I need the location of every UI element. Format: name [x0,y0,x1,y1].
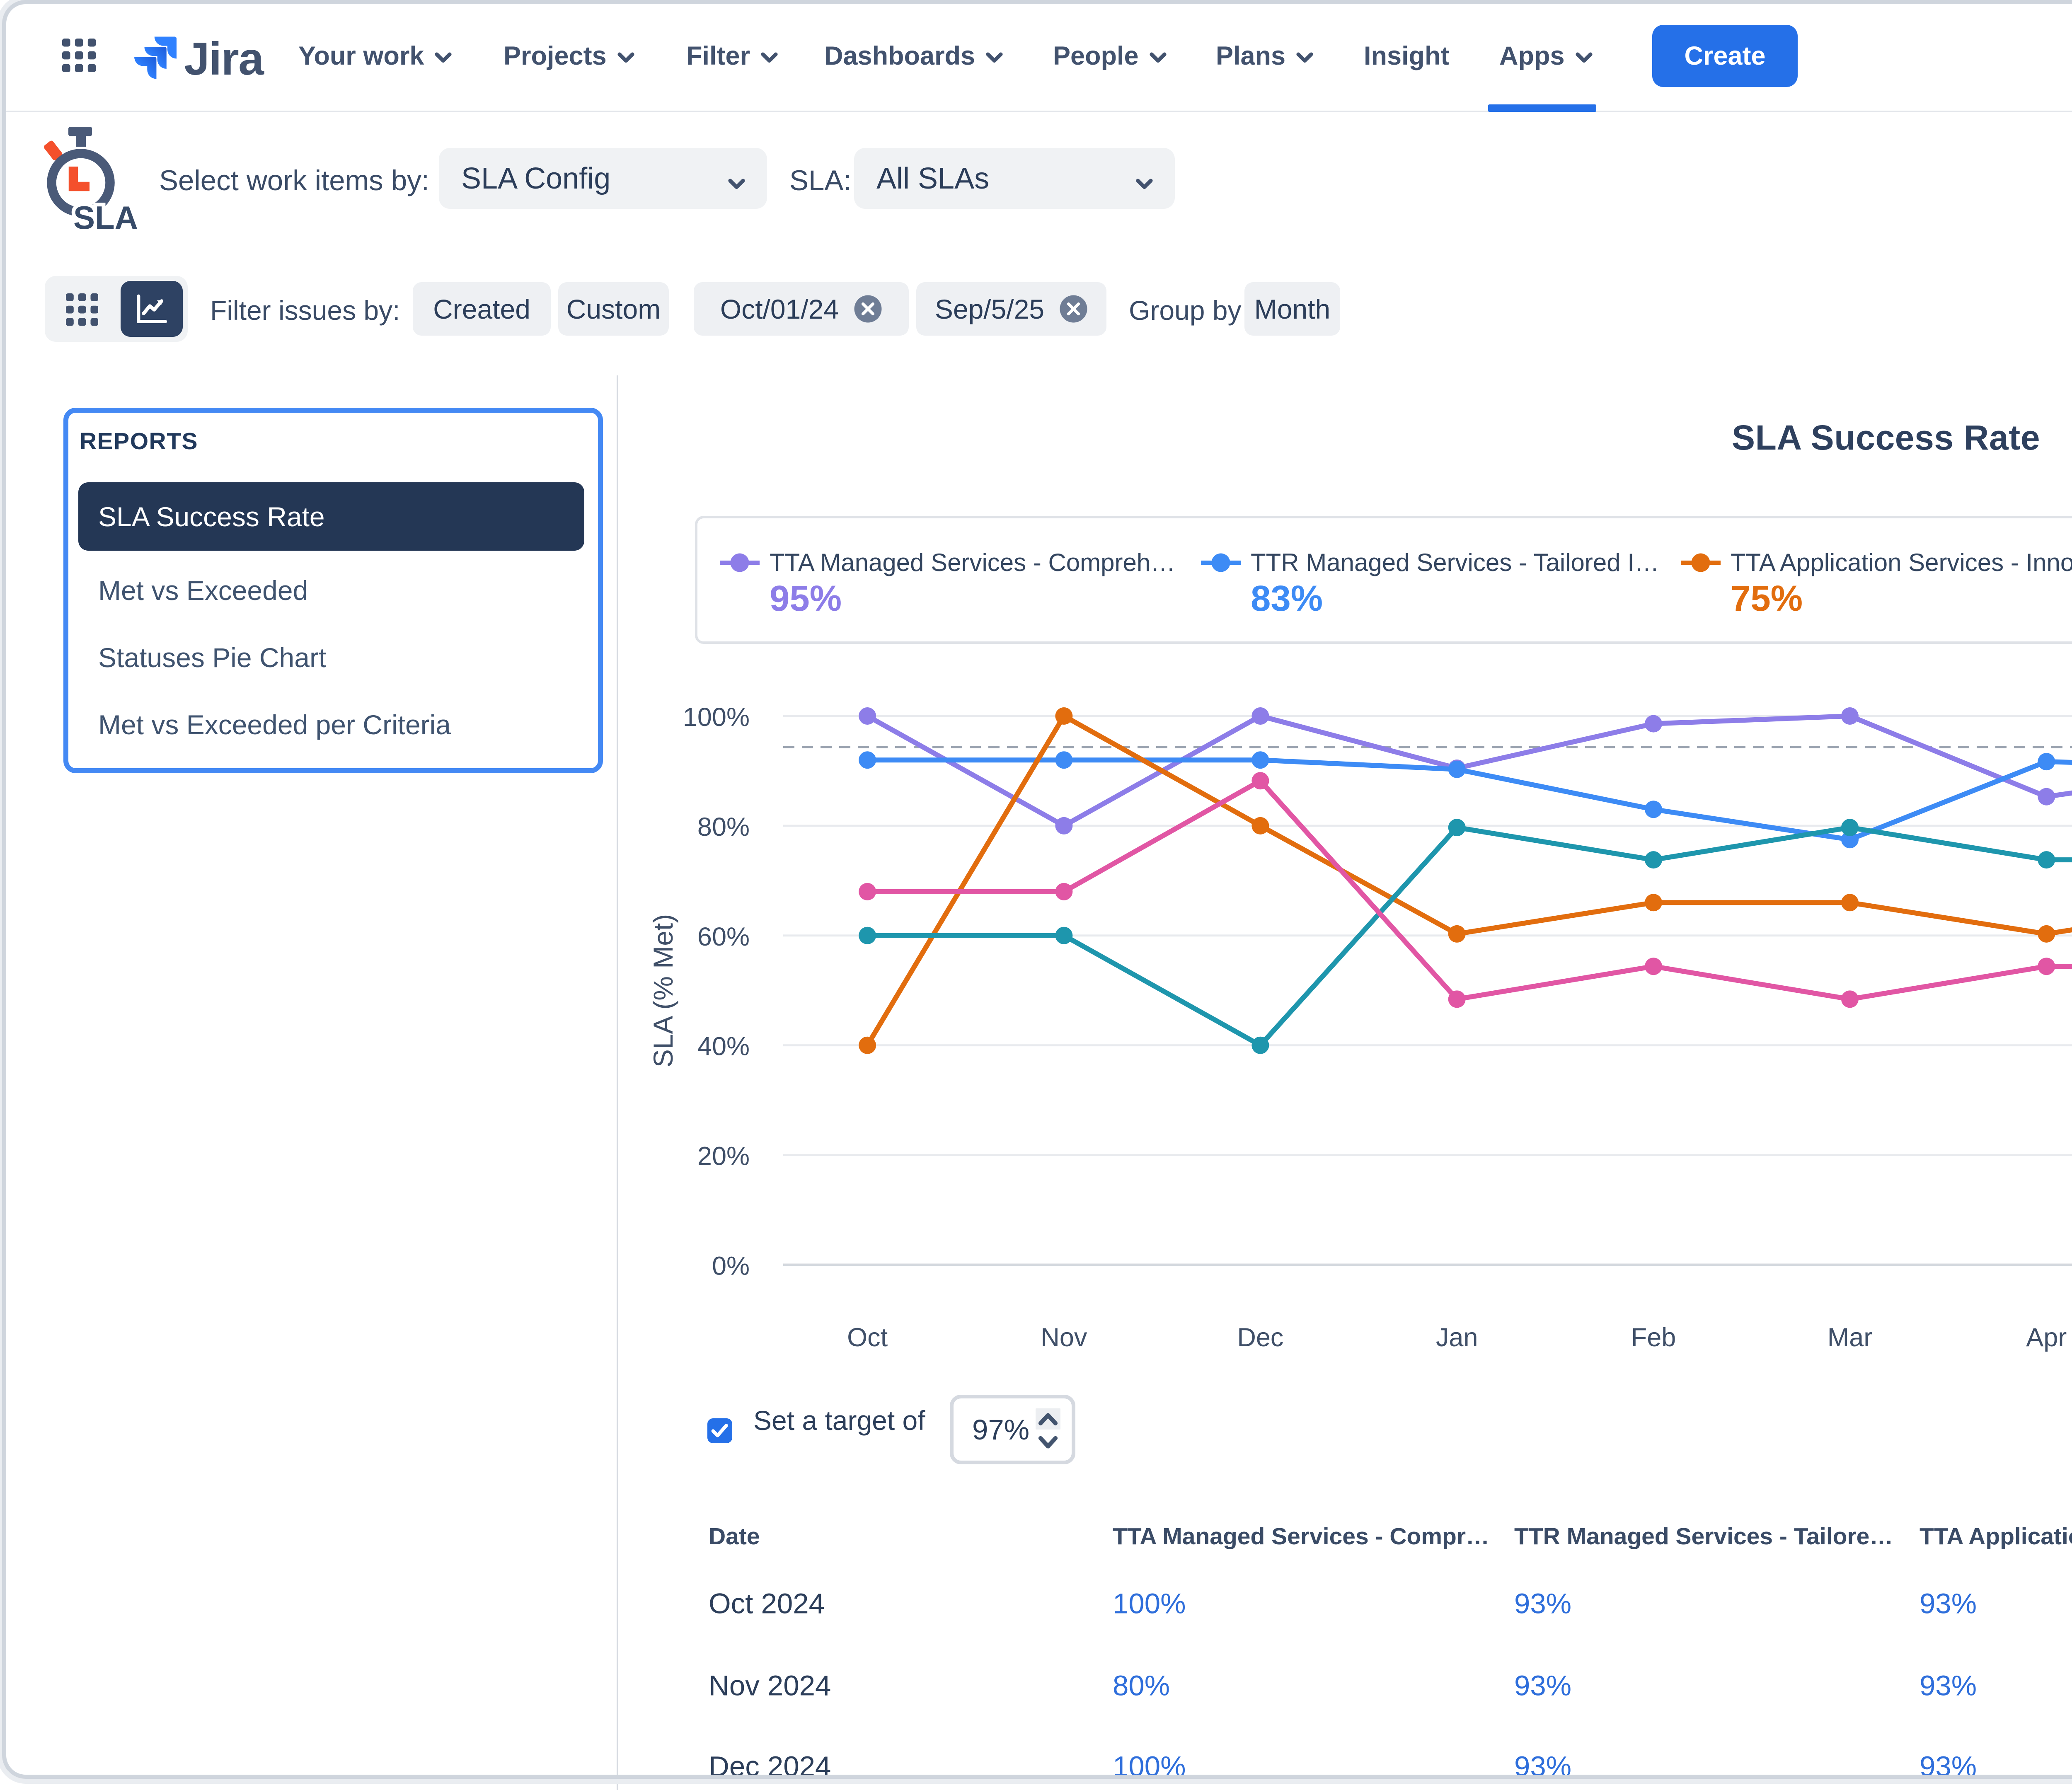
svg-text:80%: 80% [697,813,750,842]
svg-text:20%: 20% [697,1142,750,1171]
svg-text:Dec: Dec [1237,1323,1283,1352]
svg-text:Apr: Apr [2026,1323,2067,1352]
svg-text:Oct: Oct [847,1323,888,1352]
svg-text:40%: 40% [697,1032,750,1061]
svg-text:Feb: Feb [1631,1323,1676,1352]
svg-text:Mar: Mar [1828,1323,1873,1352]
svg-text:SLA: SLA [73,199,138,235]
svg-text:60%: 60% [697,922,750,951]
svg-text:Nov: Nov [1041,1323,1087,1352]
svg-text:0%: 0% [712,1252,750,1281]
svg-text:100%: 100% [683,703,750,732]
svg-text:Jan: Jan [1436,1323,1478,1352]
svg-text:SLA (% Met): SLA (% Met) [648,914,678,1067]
